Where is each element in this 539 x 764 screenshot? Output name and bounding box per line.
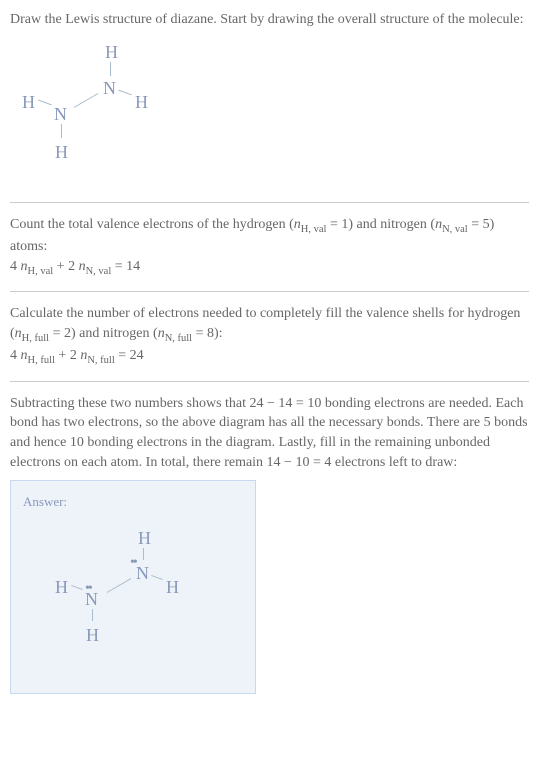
bond-n-h-left (38, 99, 51, 105)
atom-h-right: H (135, 90, 148, 115)
intro-text: Draw the Lewis structure of diazane. Sta… (10, 10, 529, 30)
bond-n-h-top (110, 62, 111, 76)
ans-atom-h-bottom: H (86, 623, 99, 648)
step3-fmid: + 2 (55, 348, 80, 363)
step2-fsub1: H, val (28, 265, 54, 276)
answer-box: Answer: H •• N H H •• N H (10, 480, 256, 694)
step3-text: Calculate the number of electrons needed… (10, 304, 529, 369)
ans-bond-n-h-left (71, 585, 83, 590)
step2-fn2: n (79, 259, 86, 274)
step2-formula-4: 4 (10, 259, 21, 274)
step2-pre: Count the total valence electrons of the… (10, 217, 294, 232)
ans-atom-n-upper: N (136, 561, 149, 586)
step3-fsub1: H, full (28, 355, 55, 366)
step3-fn1: n (21, 348, 28, 363)
step2-eq1: = 1) and nitrogen ( (326, 217, 435, 232)
step3-fend: = 24 (115, 348, 144, 363)
divider-1 (10, 202, 529, 203)
ans-bond-n-n (107, 578, 132, 593)
ans-lone-pair-upper: •• (130, 553, 136, 573)
step3-eq2: = 8): (192, 326, 222, 341)
divider-3 (10, 381, 529, 382)
structure-diagram-1: H N H H N H (10, 40, 210, 190)
step3-fsub2: N, full (87, 355, 114, 366)
step2-sub1: H, val (301, 223, 327, 234)
step2-n1: n (294, 217, 301, 232)
step2-fsub2: N, val (86, 265, 112, 276)
atom-h-left: H (22, 90, 35, 115)
step2-fmid: + 2 (53, 259, 78, 274)
step2-sub2: N, val (442, 223, 468, 234)
ans-atom-h-right: H (166, 575, 179, 600)
atom-h-bottom: H (55, 140, 68, 165)
divider-2 (10, 291, 529, 292)
ans-atom-h-top: H (138, 526, 151, 551)
step3-formula-4: 4 (10, 348, 21, 363)
bond-n-h-right (118, 89, 131, 95)
step4-content: Subtracting these two numbers shows that… (10, 396, 528, 470)
step3-n2: n (158, 326, 165, 341)
ans-bond-n-h-right (151, 575, 163, 580)
bond-n-h-bottom (61, 124, 62, 138)
step2-n2: n (435, 217, 442, 232)
ans-bond-n-h-top (143, 548, 144, 560)
bond-n-n (74, 93, 99, 108)
step3-sub2: N, full (165, 333, 192, 344)
step4-text: Subtracting these two numbers shows that… (10, 394, 529, 472)
atom-h-top: H (105, 40, 118, 65)
step2-text: Count the total valence electrons of the… (10, 215, 529, 280)
step3-eq1: = 2) and nitrogen ( (49, 326, 158, 341)
structure-diagram-answer: H •• N H H •• N H (23, 521, 223, 671)
answer-label: Answer: (23, 493, 243, 511)
intro-line: Draw the Lewis structure of diazane. Sta… (10, 12, 524, 27)
step3-sub1: H, full (22, 333, 49, 344)
step2-fend: = 14 (111, 259, 140, 274)
step3-n1: n (15, 326, 22, 341)
ans-atom-h-left: H (55, 575, 68, 600)
atom-n-upper: N (103, 76, 116, 101)
step2-fn1: n (21, 259, 28, 274)
ans-bond-n-h-bottom (92, 609, 93, 621)
